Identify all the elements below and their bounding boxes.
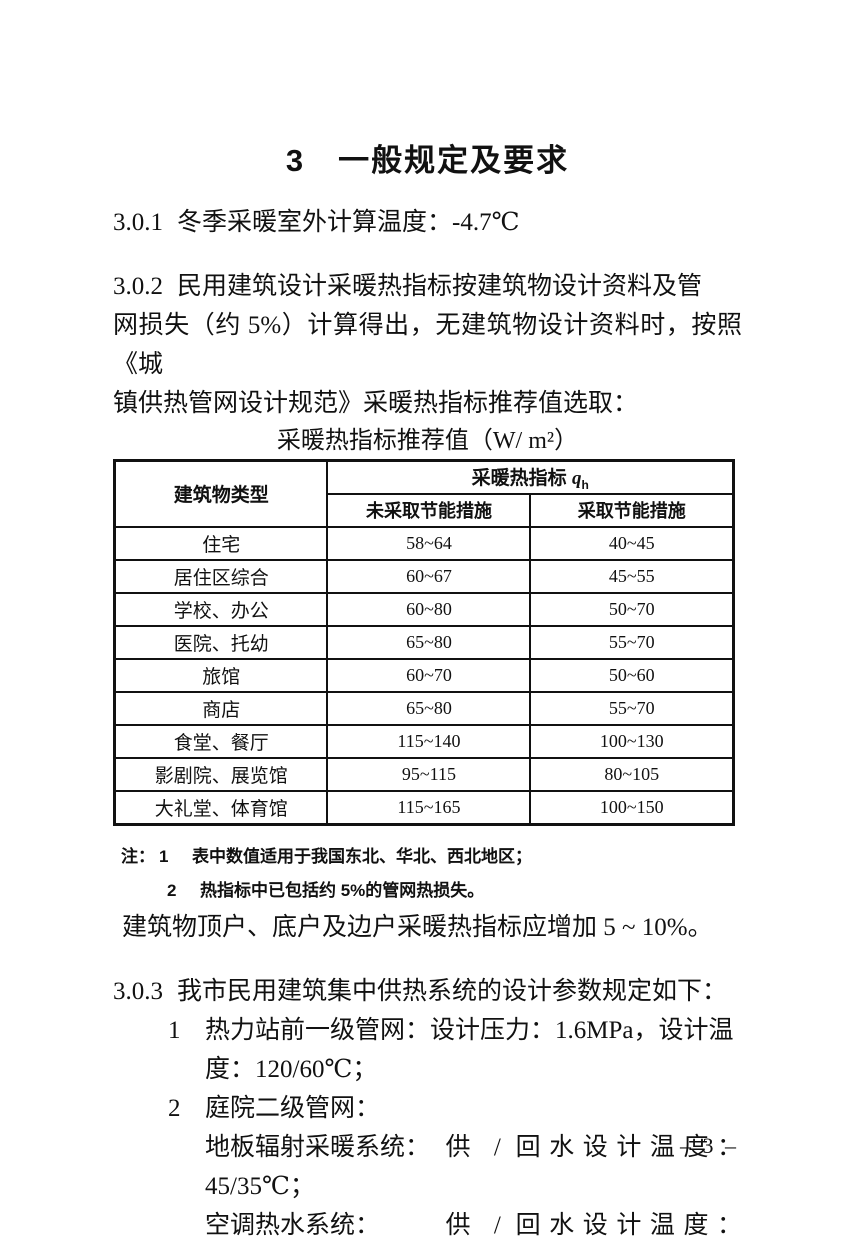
list-item-1-line1: 1 热力站前一级管网：设计压力：1.6MPa，设计温 — [113, 1011, 742, 1050]
cell-building: 学校、办公 — [113, 591, 329, 627]
indicator-header-text: 采暖热指标 — [471, 467, 572, 489]
list-item-1-text: 热力站前一级管网：设计压力：1.6MPa，设计温 — [205, 1016, 734, 1044]
cell-saving: 45~55 — [529, 558, 735, 594]
col-header-measures: 采取节能措施 — [529, 492, 735, 528]
system-spec-row: 地板辐射采暖系统：供 / 回水设计温度：45/35℃； — [113, 1128, 742, 1206]
note-number: 1 — [159, 846, 169, 866]
list-item-1-line2: 度：120/60℃； — [205, 1055, 378, 1083]
table-row: 商店 65~80 55~70 — [113, 690, 735, 726]
system-name: 空调热水系统： — [205, 1211, 381, 1239]
system-name: 地板辐射采暖系统： — [205, 1133, 431, 1161]
table-row: 医院、托幼 65~80 55~70 — [113, 624, 735, 660]
system-spec-row: 空调热水系统： 供 / 回水设计温度：50/40℃； — [113, 1206, 742, 1241]
cell-no-saving: 60~80 — [326, 591, 532, 627]
cell-building: 旅馆 — [113, 657, 329, 693]
table-row: 住宅 58~64 40~45 — [113, 525, 735, 561]
cell-no-saving: 60~67 — [326, 558, 532, 594]
cell-saving: 55~70 — [529, 624, 735, 660]
table-row: 居住区综合 60~67 45~55 — [113, 558, 735, 594]
cell-no-saving: 65~80 — [326, 690, 532, 726]
table-notes: 注： 1 表中数值适用于我国东北、华北、西北地区； 2 热指标中已包括约 5%的管网热… — [113, 840, 742, 908]
table-row: 大礼堂、体育馆 115~165 100~150 — [113, 789, 735, 826]
table-caption: 采暖热指标推荐值（W/ m²） — [276, 427, 579, 454]
cell-no-saving: 65~80 — [326, 624, 532, 660]
cell-building: 居住区综合 — [113, 558, 329, 594]
clause-3-0-1-label: 3.0.1 — [113, 208, 163, 236]
cell-saving: 40~45 — [529, 525, 735, 561]
note-text: 热指标中已包括约 5%的管网热损失。 — [200, 880, 485, 900]
clause-3-0-2-line2: 网损失（约 5%）计算得出，无建筑物设计资料时，按照《城 — [113, 311, 742, 378]
clause-3-0-2: 3.0.2 民用建筑设计采暖热指标按建筑物设计资料及管 网损失（约 5%）计算得出… — [113, 267, 742, 423]
note-line: 注： 1 表中数值适用于我国东北、华北、西北地区； — [121, 840, 742, 874]
list-item-2-text: 庭院二级管网： — [205, 1094, 381, 1122]
clause-3-0-1-text: 冬季采暖室外计算温度：-4.7℃ — [177, 208, 520, 236]
table-row: 旅馆 60~70 50~60 — [113, 657, 735, 693]
cell-saving: 50~70 — [529, 591, 735, 627]
cell-building: 商店 — [113, 690, 329, 726]
page-title: 3 一般规定及要求 — [285, 143, 570, 178]
clause-3-0-2-label: 3.0.2 — [113, 272, 163, 300]
list-item-2-number: 2 — [168, 1094, 181, 1122]
table-header-row-1: 建筑物类型 采暖热指标 qh — [113, 459, 735, 528]
paragraph-heat-index-increase: 建筑物顶户、底户及边户采暖热指标应增加 5 ~ 10%。 — [122, 913, 713, 941]
col-header-building-type: 建筑物类型 — [113, 459, 329, 528]
cell-no-saving: 58~64 — [326, 525, 532, 561]
cell-building: 影剧院、展览馆 — [113, 756, 329, 792]
list-item-2-title: 2 庭院二级管网： — [113, 1089, 742, 1128]
table-row: 影剧院、展览馆 95~115 80~105 — [113, 756, 735, 792]
list-item-1-number: 1 — [168, 1016, 181, 1044]
cell-saving: 80~105 — [529, 756, 735, 792]
system-value: 供 / 回水设计温度：50/40℃； — [437, 1211, 742, 1239]
cell-building: 食堂、餐厅 — [113, 723, 329, 759]
cell-no-saving: 115~140 — [326, 723, 532, 759]
cell-building: 医院、托幼 — [113, 624, 329, 660]
clause-3-0-2-line1: 3.0.2 民用建筑设计采暖热指标按建筑物设计资料及管 — [113, 267, 742, 306]
cell-no-saving: 60~70 — [326, 657, 532, 693]
col-header-no-measures: 未采取节能措施 — [326, 492, 532, 528]
indicator-q-symbol: q — [571, 467, 582, 489]
clause-3-0-3-text: 我市民用建筑集中供热系统的设计参数规定如下： — [177, 977, 728, 1005]
indicator-q-subscript: h — [581, 477, 589, 492]
cell-saving: 50~60 — [529, 657, 735, 693]
notes-label: 注： — [121, 846, 155, 866]
heating-index-table: 建筑物类型 采暖热指标 qh 未采取节能措施 采取节能措施 住宅 58~64 4… — [113, 458, 735, 826]
cell-no-saving: 115~165 — [326, 789, 532, 826]
clause-3-0-3: 3.0.3 我市民用建筑集中供热系统的设计参数规定如下： — [113, 972, 742, 1011]
cell-building: 大礼堂、体育馆 — [113, 789, 329, 826]
clause-3-0-1: 3.0.1 冬季采暖室外计算温度：-4.7℃ — [113, 203, 742, 242]
cell-saving: 100~130 — [529, 723, 735, 759]
system-value: 供 / 回水设计温度：45/35℃； — [205, 1133, 742, 1200]
cell-no-saving: 95~115 — [326, 756, 532, 792]
note-text: 表中数值适用于我国东北、华北、西北地区； — [192, 846, 532, 866]
note-line: 2 热指标中已包括约 5%的管网热损失。 — [121, 874, 742, 908]
clause-3-0-2-text1: 民用建筑设计采暖热指标按建筑物设计资料及管 — [177, 272, 703, 300]
clause-3-0-2-line3: 镇供热管网设计规范》采暖热指标推荐值选取： — [113, 389, 639, 417]
cell-saving: 100~150 — [529, 789, 735, 826]
cell-saving: 55~70 — [529, 690, 735, 726]
cell-building: 住宅 — [113, 525, 329, 561]
table-header-row-2: 未采取节能措施 采取节能措施 — [115, 492, 735, 528]
table-row: 学校、办公 60~80 50~70 — [113, 591, 735, 627]
page-number: – 3 – — [680, 1133, 739, 1158]
table-row: 食堂、餐厅 115~140 100~130 — [113, 723, 735, 759]
note-number: 2 — [167, 880, 177, 900]
clause-3-0-3-label: 3.0.3 — [113, 977, 163, 1005]
col-header-indicator-group: 采暖热指标 qh — [326, 459, 735, 495]
